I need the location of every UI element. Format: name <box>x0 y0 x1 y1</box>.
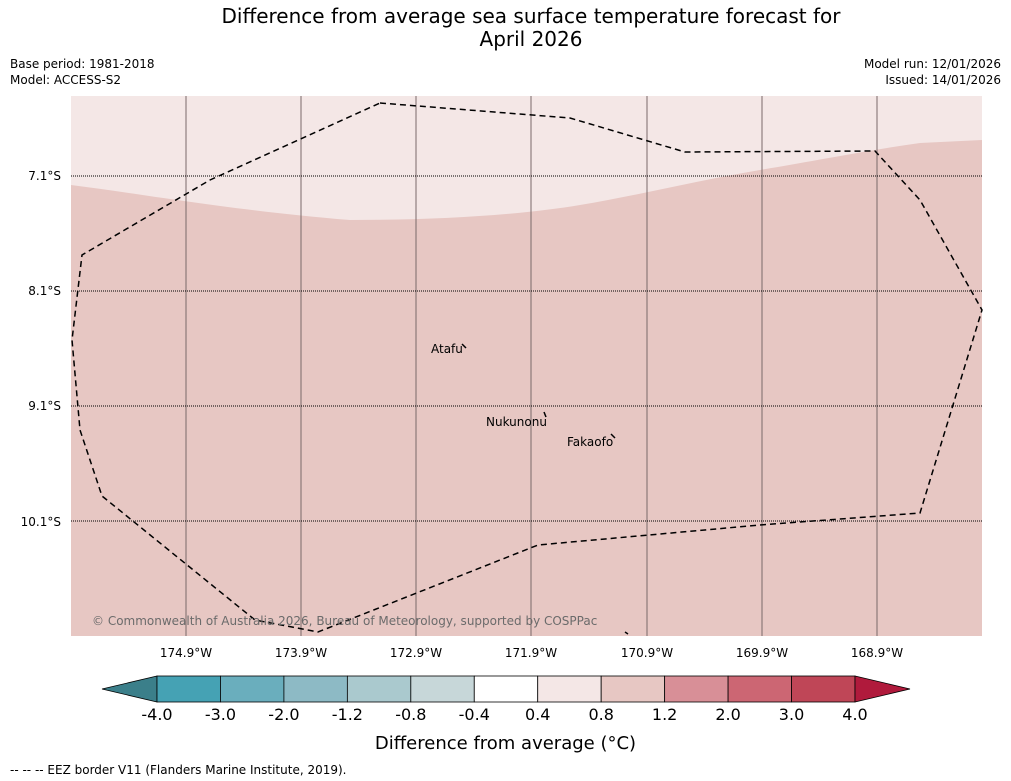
copyright-notice: © Commonwealth of Australia 2026, Bureau… <box>92 614 598 628</box>
chart-title: Difference from average sea surface temp… <box>0 5 1011 51</box>
colorbar-swatch <box>156 675 221 703</box>
colorbar-swatch <box>473 675 539 703</box>
colorbar-tick-label: 2.0 <box>715 705 741 724</box>
lon-label: 174.9°W <box>159 646 213 660</box>
colorbar-swatch <box>537 675 602 703</box>
issued-date: Issued: 14/01/2026 <box>885 73 1001 87</box>
lon-label: 169.9°W <box>735 646 789 660</box>
colorbar-label: Difference from average (°C) <box>374 733 637 754</box>
colorbar-swatch <box>283 675 348 703</box>
place-atafu: Atafu <box>431 342 463 356</box>
colorbar-tick-label: 4.0 <box>842 705 868 724</box>
colorbar-tick-label: -1.2 <box>331 705 363 724</box>
place-fakaofo: Fakaofo <box>567 435 614 449</box>
title-line-1: Difference from average sea surface temp… <box>221 4 841 28</box>
colorbar-swatch <box>346 675 412 703</box>
colorbar-tick-label: -2.0 <box>268 705 300 724</box>
lon-label: 168.9°W <box>850 646 904 660</box>
colorbar-tick-label: -0.4 <box>458 705 490 724</box>
fakaofo-island <box>610 433 616 439</box>
title-line-2: April 2026 <box>479 27 583 51</box>
colorbar-swatch <box>600 675 666 703</box>
nukunonu-island <box>543 411 547 418</box>
lat-label: 10.1°S <box>20 515 61 529</box>
colorbar-swatch <box>664 675 729 703</box>
colorbar-tick-label: 0.8 <box>588 705 614 724</box>
colorbar-tick-label: 3.0 <box>778 705 805 724</box>
colorbar-swatch <box>410 675 475 703</box>
lat-label: 7.1°S <box>28 169 61 183</box>
colorbar-tick-label: 1.2 <box>651 705 678 724</box>
colorbar <box>101 675 911 703</box>
eez-border <box>71 102 983 633</box>
model-run: Model run: 12/01/2026 <box>863 57 1001 71</box>
colorbar-swatch <box>791 675 856 703</box>
meridian-lines <box>185 96 878 636</box>
colorbar-over-extend <box>854 675 911 703</box>
colorbar-swatch <box>727 675 792 703</box>
colorbar-tick-label: -0.8 <box>395 705 427 724</box>
lon-label: 170.9°W <box>620 646 674 660</box>
lon-label: 171.9°W <box>504 646 558 660</box>
place-nukunonu: Nukunonu <box>486 415 547 429</box>
lon-label: 172.9°W <box>389 646 443 660</box>
lon-label: 173.9°W <box>274 646 328 660</box>
lat-label: 9.1°S <box>28 399 61 413</box>
meta-left: Base period: 1981-2018 Model: ACCESS-S2 <box>10 56 155 88</box>
lat-label: 8.1°S <box>28 284 61 298</box>
colorbar-tick-label: -3.0 <box>204 705 237 724</box>
model-name: Model: ACCESS-S2 <box>10 73 122 87</box>
eez-footnote: -- -- -- EEZ border V11 (Flanders Marine… <box>10 763 347 777</box>
colorbar-tick-label: 0.4 <box>524 705 551 724</box>
meta-right: Model run: 12/01/2026 Issued: 14/01/2026 <box>864 56 1001 88</box>
small-island <box>624 631 629 635</box>
colorbar-swatch <box>220 675 285 703</box>
colorbar-tick-label: -4.0 <box>141 705 173 724</box>
atafu-island <box>461 343 467 349</box>
sst-anomaly-band <box>71 140 982 636</box>
base-period: Base period: 1981-2018 <box>10 57 155 71</box>
colorbar-under-extend <box>101 675 158 703</box>
